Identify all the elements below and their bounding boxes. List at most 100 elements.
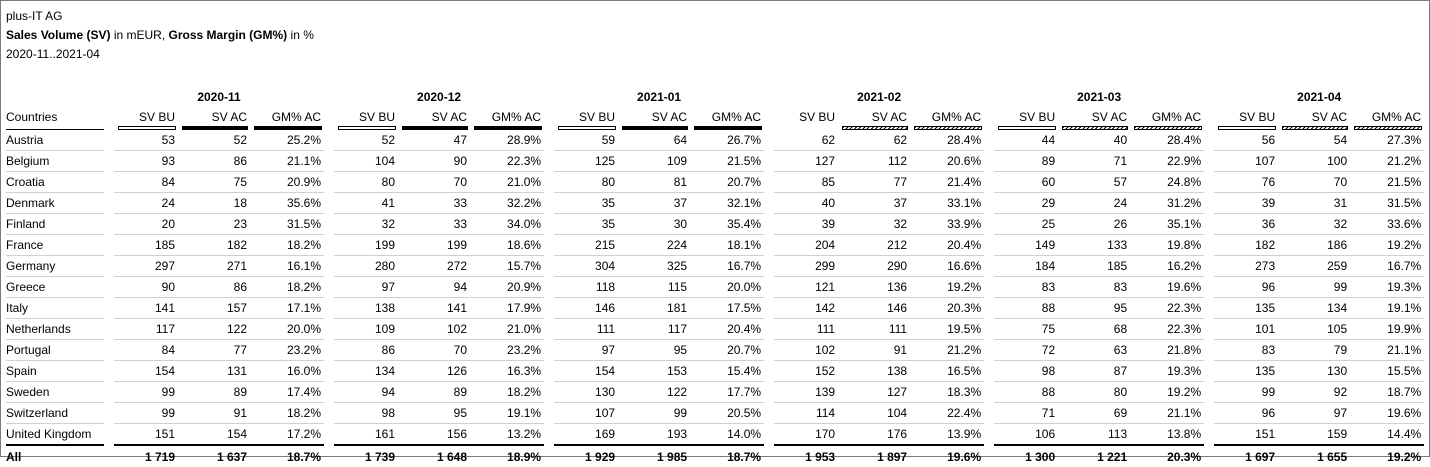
value-cell: 134 — [1278, 297, 1351, 319]
budget-marker — [558, 125, 617, 130]
value-cell: 56 — [1214, 130, 1279, 151]
value-cell: 104 — [838, 402, 911, 424]
column-header: GM% AC — [1151, 110, 1202, 124]
column-marker-cell — [114, 125, 178, 130]
gap-cell — [764, 130, 774, 151]
value-cell: 107 — [554, 402, 619, 424]
value-cell: 23.2% — [470, 339, 545, 361]
value-cell: 20.3% — [910, 297, 985, 319]
column-marker-cell — [1278, 125, 1350, 130]
total-value-cell: 1 648 — [398, 444, 471, 467]
gap-cell — [544, 105, 554, 125]
table-row: Italy 141 157 17.1% 138 141 17.9% 146 181 17.5% 14… — [6, 297, 1425, 319]
value-cell: 26 — [1058, 213, 1131, 235]
value-cell: 39 — [774, 213, 839, 235]
gap-cell — [1204, 85, 1214, 105]
gap-cell — [104, 105, 114, 125]
title-unit-gm: in % — [287, 28, 314, 42]
total-value-cell: 18.7% — [690, 444, 765, 467]
value-cell: 19.3% — [1130, 360, 1205, 382]
gap-cell — [324, 172, 334, 193]
gap-cell — [984, 298, 994, 319]
value-cell: 63 — [1058, 339, 1131, 361]
value-cell: 33 — [398, 192, 471, 214]
gap-cell — [104, 382, 114, 403]
value-cell: 59 — [554, 130, 619, 151]
value-cell: 185 — [1058, 255, 1131, 277]
gap-cell — [1204, 403, 1214, 424]
value-cell: 37 — [618, 192, 691, 214]
value-cell: 21.8% — [1130, 339, 1205, 361]
gap-cell — [104, 319, 114, 340]
value-cell: 16.6% — [910, 255, 985, 277]
gap-cell — [984, 403, 994, 424]
column-header: SV AC — [1311, 110, 1348, 124]
value-cell: 72 — [994, 339, 1059, 361]
column-marker-cell — [470, 125, 544, 130]
value-cell: 18.7% — [1350, 381, 1425, 403]
title-unit-sv: in mEUR, — [110, 28, 169, 42]
total-value-cell: 1 655 — [1278, 444, 1351, 467]
gap-cell — [104, 130, 114, 151]
column-marker-cell — [618, 125, 690, 130]
value-cell: 161 — [375, 427, 396, 441]
value-cell: 71 — [994, 402, 1059, 424]
countries-header: Countries — [6, 110, 58, 124]
value-cell: 122 — [178, 318, 250, 340]
table-row: Germany 297 271 16.1% 280 272 15.7% 304 325 16.7%… — [6, 255, 1425, 277]
value-cell: 28.4% — [1130, 130, 1205, 151]
value-cell: 89 — [994, 150, 1059, 172]
month-header: 2021-02 — [857, 90, 902, 104]
value-cell: 32.2% — [470, 192, 545, 214]
value-cell: 52 — [334, 130, 399, 151]
value-cell: 17.9% — [470, 297, 545, 319]
value-cell: 152 — [774, 360, 839, 382]
gap-cell — [1204, 235, 1214, 256]
value-cell: 88 — [994, 297, 1059, 319]
total-value-cell: 1 929 — [554, 444, 619, 467]
value-cell: 13.9% — [947, 427, 982, 441]
value-cell: 18.2% — [470, 381, 545, 403]
value-cell: 21.0% — [470, 318, 545, 340]
gap-cell — [104, 193, 114, 214]
column-marker-cell — [994, 125, 1058, 130]
value-cell: 127 — [774, 150, 839, 172]
country-name: Italy — [6, 297, 104, 319]
gap-cell — [1204, 151, 1214, 172]
actual-marker — [474, 125, 543, 130]
country-name: Sweden — [6, 381, 104, 403]
value-cell: 16.5% — [910, 360, 985, 382]
value-cell: 90 — [398, 150, 471, 172]
total-value-cell: 19.6% — [910, 444, 985, 467]
value-cell: 18.2% — [250, 234, 325, 256]
value-cell: 22.9% — [1130, 150, 1205, 172]
value-cell: 182 — [178, 234, 250, 256]
column-header: GM% AC — [711, 110, 762, 124]
column-header: SV BU — [1019, 110, 1056, 124]
value-cell: 18.3% — [910, 381, 985, 403]
country-name: Greece — [6, 276, 104, 298]
value-cell: 15.4% — [690, 360, 765, 382]
gap-cell — [104, 298, 114, 319]
column-header: SV BU — [138, 110, 175, 124]
value-cell: 199 — [334, 234, 399, 256]
value-cell: 20.4% — [690, 318, 765, 340]
column-marker-row — [6, 125, 1424, 130]
value-cell: 80 — [1058, 381, 1131, 403]
gap-cell — [544, 298, 554, 319]
forecast-marker — [1354, 125, 1423, 130]
gap-cell — [104, 424, 114, 446]
gap-cell — [324, 445, 334, 467]
value-cell: 111 — [774, 318, 839, 340]
value-cell: 18.2% — [250, 402, 325, 424]
value-cell: 33.9% — [910, 213, 985, 235]
country-name: Finland — [6, 213, 104, 235]
gap-cell — [984, 319, 994, 340]
gap-cell — [984, 85, 994, 105]
value-cell: 84 — [114, 171, 178, 193]
value-cell: 20.4% — [910, 234, 985, 256]
value-cell: 20.9% — [250, 171, 325, 193]
gap-cell — [544, 151, 554, 172]
actual-marker — [694, 125, 763, 130]
value-cell: 151 — [154, 427, 175, 441]
